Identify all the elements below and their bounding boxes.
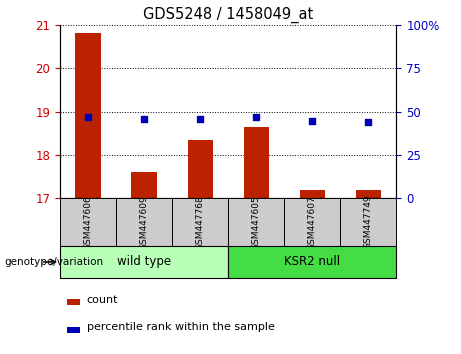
Bar (228, 198, 284, 246)
Bar (131, 172, 157, 198)
Text: count: count (87, 295, 118, 304)
Bar (172, 198, 228, 246)
Text: GSM447607: GSM447607 (308, 195, 317, 250)
Text: wild type: wild type (117, 256, 171, 268)
Point (196, 116, 204, 122)
Point (140, 116, 148, 122)
Bar (75, 33, 100, 198)
Bar (116, 198, 172, 246)
Bar (67, 327, 80, 333)
Text: KSR2 null: KSR2 null (284, 256, 340, 268)
Text: GSM447606: GSM447606 (83, 195, 93, 250)
Text: genotype/variation: genotype/variation (5, 257, 104, 267)
Point (309, 118, 316, 124)
Bar (188, 140, 213, 198)
Text: GSM447749: GSM447749 (364, 195, 373, 250)
Text: percentile rank within the sample: percentile rank within the sample (87, 322, 275, 332)
Bar (243, 127, 269, 198)
Text: GSM447768: GSM447768 (195, 195, 205, 250)
Title: GDS5248 / 1458049_at: GDS5248 / 1458049_at (143, 7, 313, 23)
Bar (356, 190, 381, 198)
Bar (284, 198, 340, 246)
Bar (67, 299, 80, 305)
Bar (340, 198, 396, 246)
Text: GSM447605: GSM447605 (252, 195, 261, 250)
Text: GSM447609: GSM447609 (140, 195, 148, 250)
Bar (60, 246, 228, 278)
Bar (300, 190, 325, 198)
Point (84, 114, 92, 120)
Point (365, 119, 372, 125)
Bar (60, 198, 116, 246)
Point (253, 114, 260, 120)
Bar (228, 246, 396, 278)
